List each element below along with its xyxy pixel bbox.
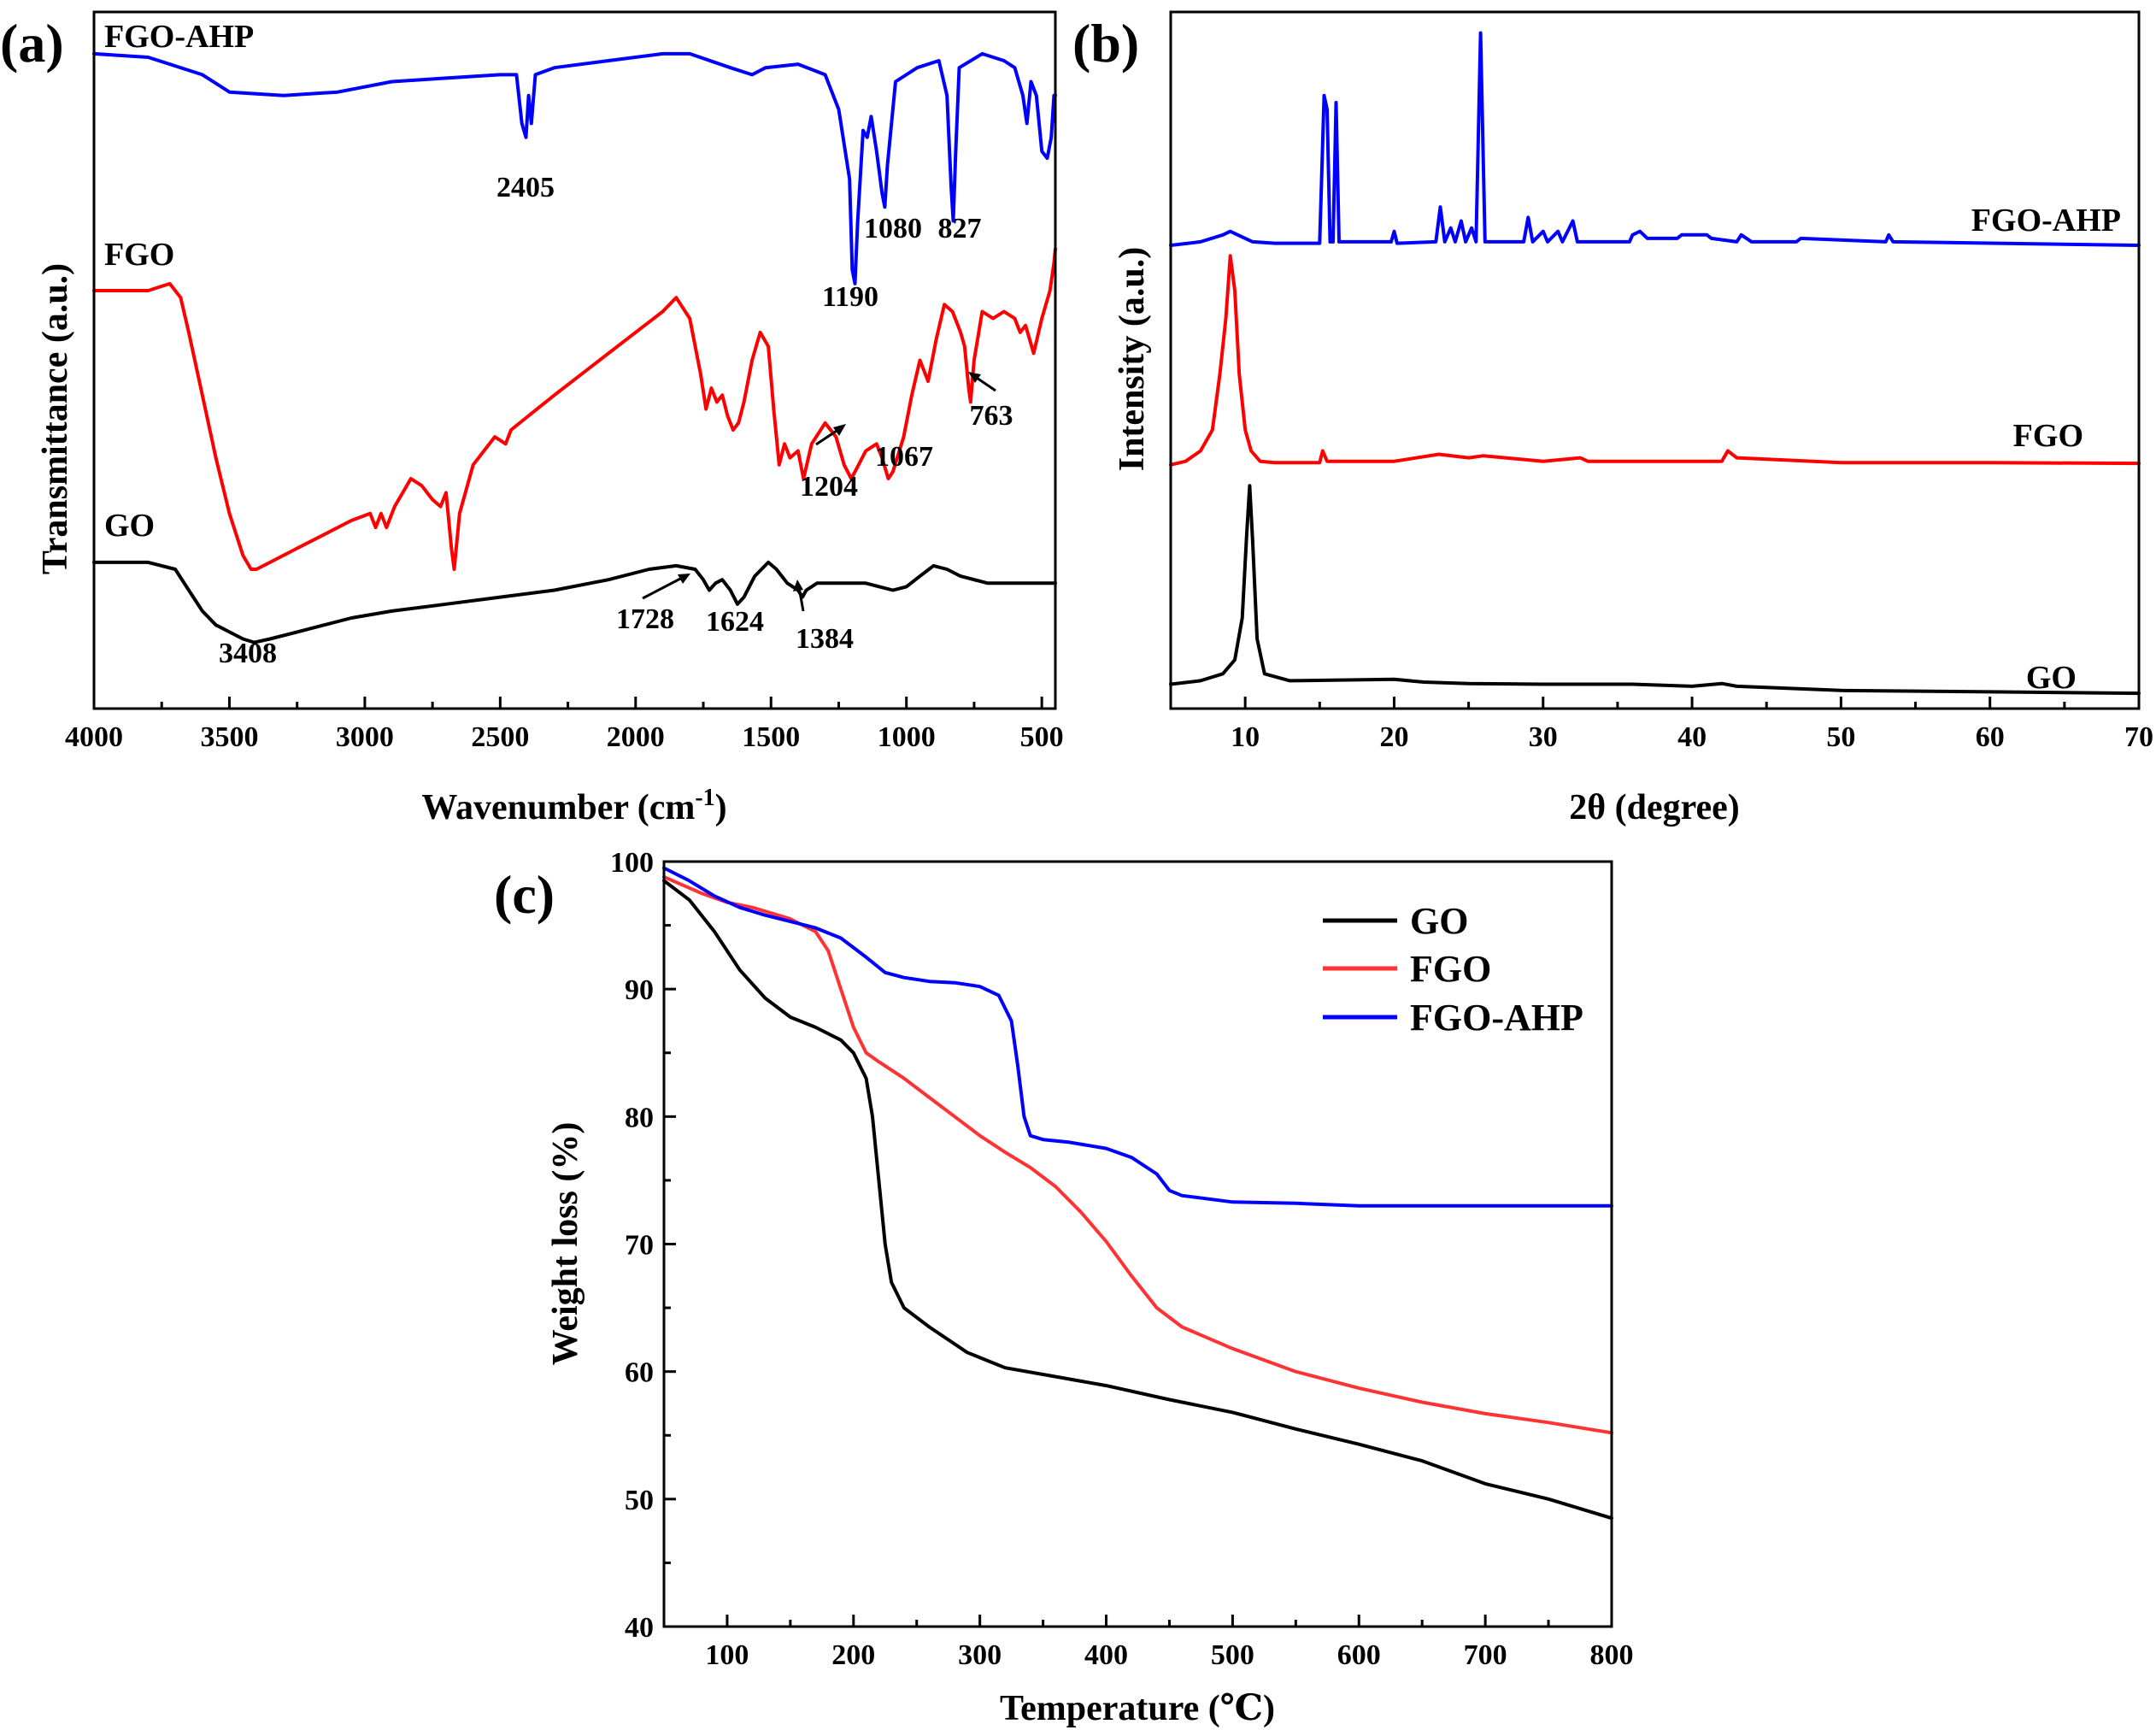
panel-b-series-label-fgo: FGO [2013,418,2083,454]
annotation-1190: 1190 [822,281,878,313]
panel-c-x-axis: 100 200 300 400 500 600 700 800 [662,1615,1634,1671]
panel-a-x-tick-label: 1000 [878,721,936,753]
panel-b: (b) 10 20 30 40 50 60 70 2θ (degree) Intensity… [1072,10,2153,827]
panel-c-y-tick-label: 60 [625,1357,654,1389]
panel-c-x-tick-label: 700 [1464,1639,1507,1671]
panel-c-y-axis: 40 50 60 70 80 90 100 [610,847,676,1644]
annotation-1384: 1384 [796,623,854,655]
legend-label-fgo-ahp: FGO-AHP [1410,997,1583,1039]
panel-b-x-tick-label: 70 [2124,721,2153,753]
panel-b-x-tick-label: 40 [1677,721,1707,753]
panel-c-y-tick-label: 40 [625,1612,654,1644]
panel-a-x-tick-label: 4000 [65,721,123,753]
annotation-827: 827 [938,213,982,244]
panel-b-lines [1169,31,2141,696]
panel-b-series-label-fgo-ahp: FGO-AHP [1971,203,2121,238]
legend-label-go: GO [1410,900,1468,942]
panel-a-x-tick-label: 500 [1020,721,1064,753]
panel-c-x-tick-label: 400 [1084,1639,1128,1671]
panel-a-x-axis-title: Wavenumber (cm-1) [421,785,726,827]
panel-c-x-tick-label: 200 [831,1639,875,1671]
panel-b-series-fgo-ahp [1169,31,2141,247]
panel-c-series-fgo [662,874,1613,1435]
panel-b-x-axis-title: 2θ (degree) [1569,788,1740,827]
arrow-1384-head [793,580,803,591]
annotation-1204: 1204 [800,471,858,503]
panel-c-y-tick-label: 70 [625,1230,654,1262]
annotation-1728: 1728 [616,603,674,635]
panel-b-x-tick-label: 50 [1826,721,1855,753]
arrow-763-head [968,372,981,383]
panel-a-x-tick-label: 2000 [607,721,665,753]
panel-c-y-tick-label: 80 [625,1102,654,1133]
annotation-1067: 1067 [875,441,933,473]
panel-c-x-tick-label: 600 [1337,1639,1381,1671]
panel-b-x-tick-label: 20 [1379,721,1408,753]
panel-c-x-tick-label: 300 [958,1639,1002,1671]
panel-a-x-tick-label: 1500 [742,721,800,753]
panel-c-letter: (c) [494,864,555,925]
panel-b-y-axis-title: Intensity (a.u.) [1113,247,1152,472]
arrow-1204-head [833,424,846,436]
panel-a-series-label-go: GO [104,508,155,544]
panel-b-x-tick-label: 30 [1529,721,1558,753]
legend-label-fgo: FGO [1410,948,1491,990]
panel-b-x-axis: 10 20 30 40 50 60 70 [1169,697,2153,753]
arrow-1728 [642,575,684,600]
panel-a-x-tick-label: 3000 [336,721,394,753]
panel-a-series-label-fgo: FGO [104,237,174,273]
panel-c: (c) 100 200 300 400 500 600 700 800 40 50 60 70 80 9… [494,847,1634,1728]
annotation-1080: 1080 [864,213,922,244]
panel-c-x-tick-label: 500 [1211,1639,1254,1671]
panel-c-y-tick-label: 100 [610,847,654,879]
panel-a-x-axis: 4000 3500 3000 2500 2000 1500 1000 500 [65,697,1064,753]
panel-a: (a) 4000 3500 3000 2500 2000 1500 1000 500 Wave… [0,10,1064,827]
panel-c-x-tick-label: 100 [705,1639,749,1671]
arrow-1728-head [678,574,690,584]
panel-a-lines [92,51,1057,644]
panel-b-series-go [1169,484,2141,696]
panel-a-series-go [92,560,1057,644]
panel-b-series-label-go: GO [2026,660,2077,696]
panel-c-lines [662,866,1613,1521]
panel-b-plot-frame [1169,10,2141,710]
annotation-763: 763 [970,400,1013,432]
annotation-1624: 1624 [706,606,764,638]
panel-c-legend: GO FGO FGO-AHP [1323,900,1583,1039]
panel-a-letter: (a) [0,13,64,74]
panel-a-series-fgo-ahp [92,51,1057,285]
panel-c-series-fgo-ahp [662,866,1613,1208]
annotation-3408: 3408 [219,638,277,669]
panel-c-y-tick-label: 50 [625,1485,654,1516]
panel-a-x-tick-label: 2500 [471,721,529,753]
panel-a-x-tick-label: 3500 [200,721,258,753]
panel-c-y-tick-label: 90 [625,974,654,1006]
panel-a-plot-frame [92,10,1057,710]
panel-a-series-label-fgo-ahp: FGO-AHP [104,19,254,55]
panel-a-series-fgo [92,247,1057,571]
panel-a-y-axis-title: Transmittance (a.u.) [36,263,75,574]
panel-b-x-tick-label: 10 [1231,721,1260,753]
annotation-2405: 2405 [496,172,555,203]
panel-c-series-go [662,879,1613,1521]
panel-c-x-axis-title: Temperature (℃) [1000,1689,1275,1728]
panel-b-series-fgo [1169,254,2141,467]
panel-c-y-axis-title: Weight loss (%) [546,1122,585,1366]
panel-c-x-tick-label: 800 [1590,1639,1634,1671]
panel-b-x-tick-label: 60 [1976,721,2005,753]
panel-b-letter: (b) [1072,13,1139,74]
arrow-1384 [797,586,805,612]
